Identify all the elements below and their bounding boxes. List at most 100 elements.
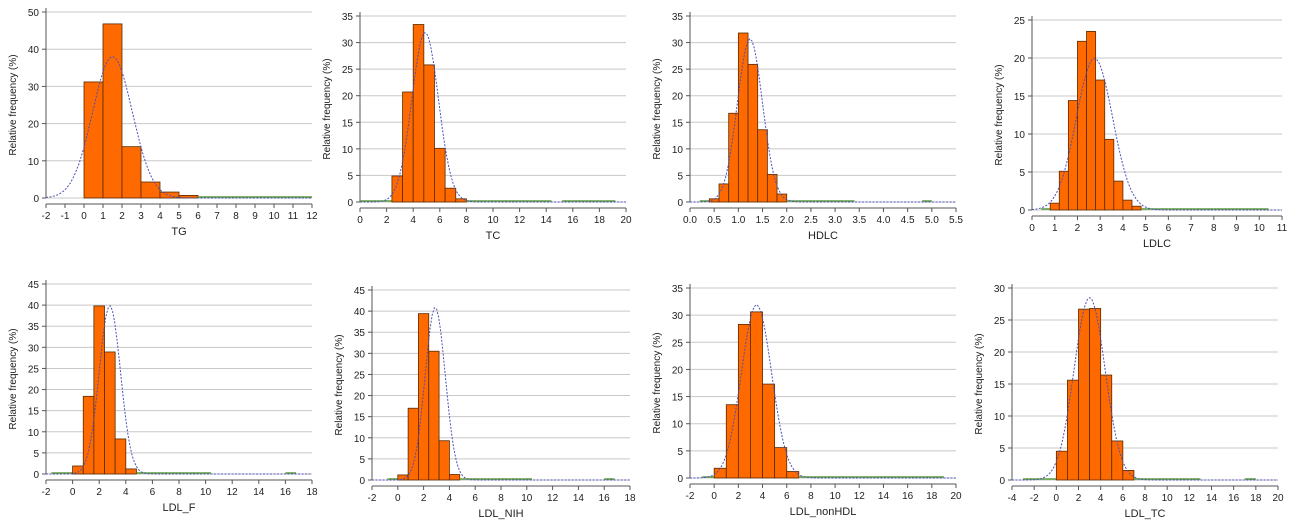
x-tick-label: -2 xyxy=(42,487,51,498)
normal-fit-curve xyxy=(372,307,630,481)
y-tick-label: 50 xyxy=(28,8,40,19)
y-tick-label: 10 xyxy=(342,145,354,156)
x-tick-label: 9 xyxy=(252,211,258,222)
x-tick-label: 6 xyxy=(1120,493,1126,504)
y-tick-label: 20 xyxy=(28,120,40,131)
normal-fit-curve xyxy=(690,38,956,203)
y-tick-label: 20 xyxy=(994,348,1006,359)
x-tick-label: 12 xyxy=(547,493,559,504)
y-tick-label: 5 xyxy=(999,444,1005,455)
y-tick-label: 35 xyxy=(28,322,40,333)
x-tick-label: 10 xyxy=(487,215,499,226)
y-tick-label: 25 xyxy=(342,65,354,76)
histogram-bar xyxy=(1104,138,1115,211)
x-tick-label: 4.0 xyxy=(877,215,891,226)
x-tick-label: 0.0 xyxy=(683,215,697,226)
y-tick-label: 15 xyxy=(672,118,684,129)
y-tick-label: 30 xyxy=(28,82,40,93)
x-tick-label: 4 xyxy=(157,211,163,222)
histogram-bar xyxy=(713,467,727,479)
y-tick-label: 25 xyxy=(1014,16,1026,27)
histogram-bar xyxy=(1122,199,1133,211)
x-tick-label: 14 xyxy=(541,215,553,226)
histogram-bar xyxy=(1086,30,1097,211)
histogram-bar xyxy=(455,198,467,203)
x-tick-label: -2 xyxy=(42,211,51,222)
y-axis-label: Relative frequency (%) xyxy=(334,334,345,435)
x-tick-label: -2 xyxy=(686,491,695,502)
y-tick-label: 5 xyxy=(359,455,365,466)
histogram-bar xyxy=(786,471,800,479)
x-tick-label: 16 xyxy=(280,487,292,498)
histogram-bar xyxy=(1055,450,1068,481)
normal-fit-curve xyxy=(45,56,312,199)
histogram-bar xyxy=(434,147,446,203)
x-tick-label: 7 xyxy=(1188,223,1194,234)
x-tick-label: 6 xyxy=(1166,223,1172,234)
normal-fit-curve xyxy=(1012,296,1278,481)
x-axis-label: LDL_nonHDL xyxy=(790,506,857,518)
histogram-bar xyxy=(72,465,84,475)
histogram-bar xyxy=(1049,202,1060,211)
x-axis-label: TG xyxy=(171,226,186,238)
x-tick-label: 18 xyxy=(1250,493,1262,504)
x-tick-label: 3 xyxy=(1097,223,1103,234)
y-tick-label: 25 xyxy=(354,370,366,381)
histogram-bar xyxy=(428,350,440,481)
histogram-bar xyxy=(423,64,435,203)
histogram-bar xyxy=(93,305,105,475)
histogram-bar xyxy=(125,468,137,475)
y-tick-label: 35 xyxy=(672,284,684,295)
histogram-bar xyxy=(159,191,180,199)
y-tick-label: 0 xyxy=(1019,206,1025,217)
x-tick-label: 10 xyxy=(830,491,842,502)
y-tick-label: 5 xyxy=(677,171,683,182)
x-tick-label: 4 xyxy=(123,487,129,498)
x-axis-label: LDL_NIH xyxy=(478,508,523,520)
x-tick-label: 6 xyxy=(437,215,443,226)
x-tick-label: 12 xyxy=(227,487,239,498)
x-tick-label: 8 xyxy=(233,211,239,222)
histogram-bar xyxy=(725,404,739,479)
x-tick-label: 14 xyxy=(253,487,265,498)
x-tick-label: 2.0 xyxy=(780,215,794,226)
x-tick-label: 4 xyxy=(1120,223,1126,234)
x-tick-label: 12 xyxy=(514,215,526,226)
x-tick-label: 0 xyxy=(357,215,363,226)
x-tick-label: 9 xyxy=(1234,223,1240,234)
histogram-bar xyxy=(1089,308,1102,481)
x-tick-label: 3.5 xyxy=(852,215,866,226)
x-tick-label: 0.5 xyxy=(707,215,721,226)
x-tick-label: 8 xyxy=(498,493,504,504)
x-tick-label: 18 xyxy=(624,493,636,504)
histogram-bar xyxy=(747,63,759,203)
x-tick-label: 16 xyxy=(567,215,579,226)
y-axis-label: Relative frequency (%) xyxy=(994,64,1005,165)
y-axis-label: Relative frequency (%) xyxy=(652,332,663,433)
x-tick-label: 8 xyxy=(808,491,814,502)
y-tick-label: 15 xyxy=(994,380,1006,391)
histogram-bar xyxy=(1067,379,1079,481)
x-tick-label: 2 xyxy=(119,211,125,222)
histogram-bar xyxy=(708,198,720,203)
x-tick-label: -2 xyxy=(1030,493,1039,504)
histogram-bar xyxy=(402,91,414,203)
x-tick-label: 12 xyxy=(854,491,866,502)
y-tick-label: 35 xyxy=(672,12,684,23)
histogram-bar xyxy=(418,313,430,481)
y-axis-label: Relative frequency (%) xyxy=(974,333,985,434)
y-tick-label: 25 xyxy=(672,338,684,349)
x-tick-label: 12 xyxy=(1184,493,1196,504)
y-tick-label: 25 xyxy=(28,364,40,375)
x-tick-label: 2 xyxy=(736,491,742,502)
x-tick-label: 4 xyxy=(410,215,416,226)
x-tick-label: 1 xyxy=(100,211,106,222)
normal-fit-curve xyxy=(46,304,312,475)
y-tick-label: 20 xyxy=(672,365,684,376)
y-tick-label: 10 xyxy=(28,428,40,439)
y-tick-label: 45 xyxy=(354,286,366,297)
histogram-bar xyxy=(776,193,788,203)
x-tick-label: 7 xyxy=(214,211,220,222)
